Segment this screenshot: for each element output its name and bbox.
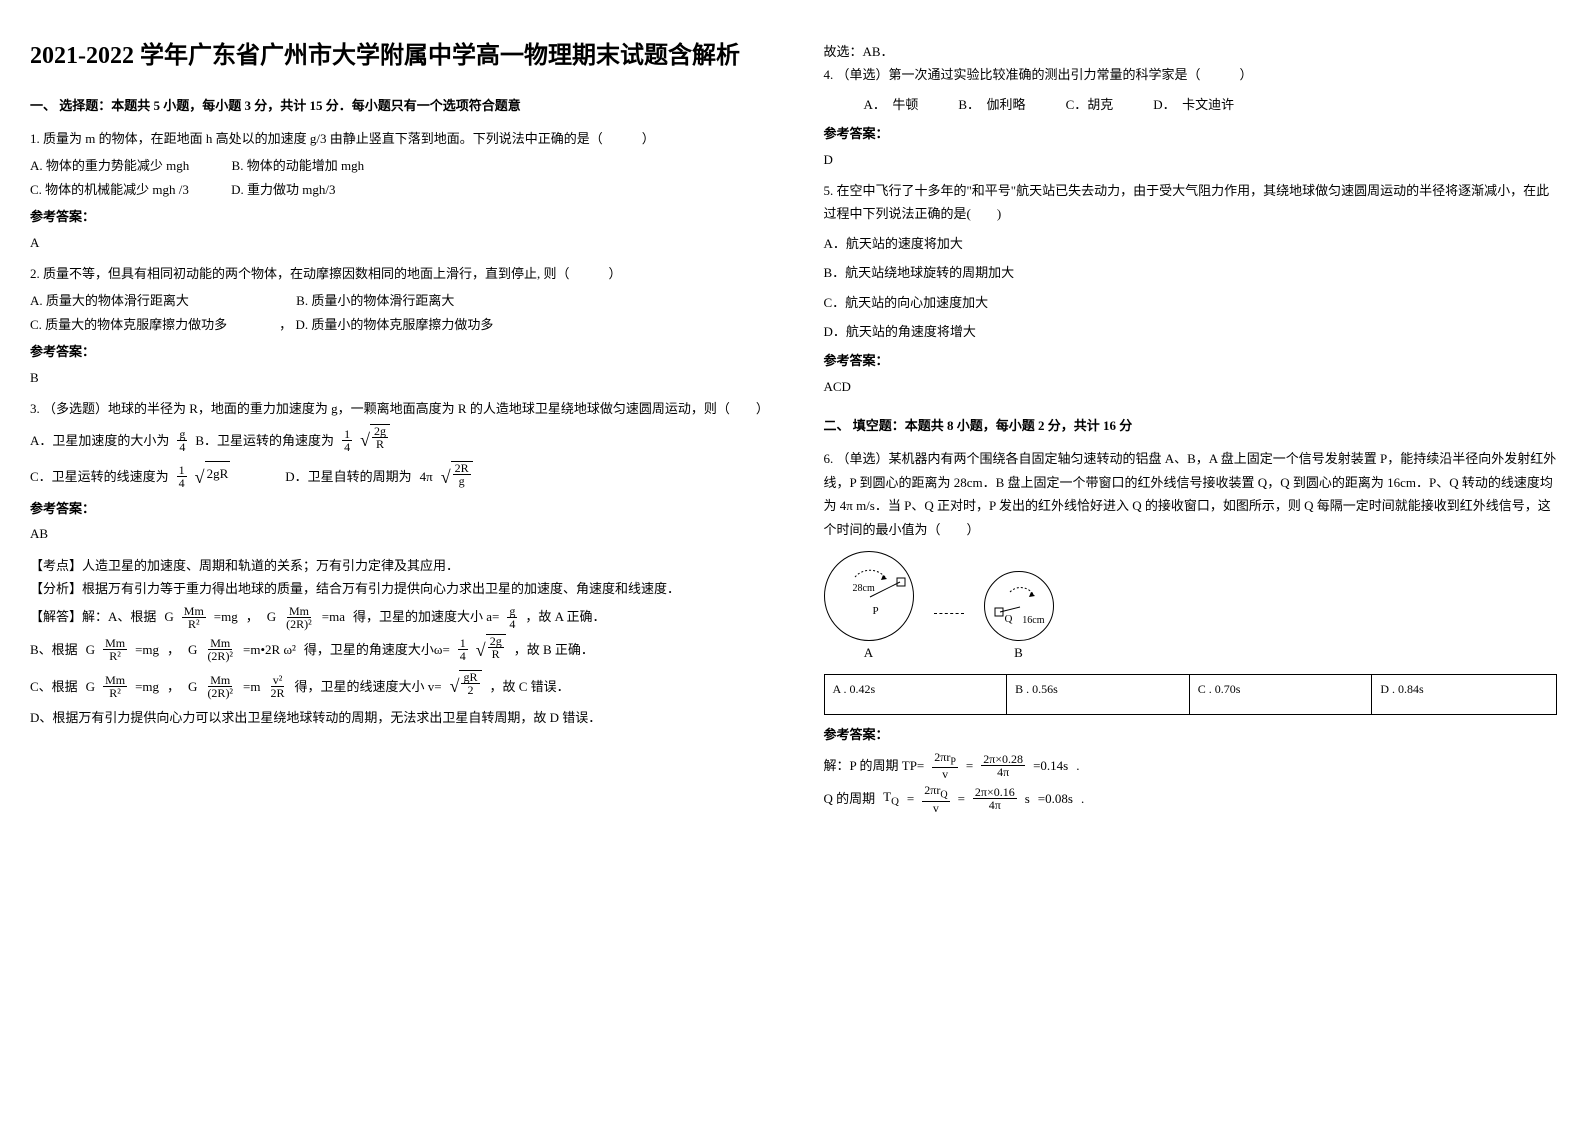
question-4: 4. （单选）第一次通过实验比较准确的测出引力常量的科学家是（ ） A． 牛顿 … (824, 63, 1558, 171)
q1-answer: A (30, 231, 764, 254)
q1-optB: B. 物体的动能增加 mgh (232, 158, 365, 173)
q5-optB: B．航天站绕地球旋转的周期加大 (824, 261, 1558, 284)
continuation-text: 故选：AB． (824, 40, 1558, 63)
q3-optD-pre: D．卫星自转的周期为 (285, 465, 411, 488)
q1-optA: A. 物体的重力势能减少 mgh (30, 158, 189, 173)
q3-solve-b: B、根据 G Mm R² =mg ， G Mm (2R)² =m•2R ω² 得… (30, 634, 764, 666)
q4-optB: B． 伽利略 (958, 93, 1025, 116)
left-column: 2021-2022 学年广东省广州市大学附属中学高一物理期末试题含解析 一、 选… (30, 40, 764, 822)
q4-answer-label: 参考答案： (824, 122, 1558, 145)
q3-line-ab: A．卫星加速度的大小为 g 4 B．卫星运转的角速度为 1 4 √ 2g R (30, 424, 764, 456)
q3-answer: AB (30, 522, 764, 545)
q3-solveA-pre: 【解答】解：A、根据 (30, 605, 156, 628)
q6-options-table: A . 0.42s B . 0.56s C . 0.70s D . 0. (824, 674, 1558, 715)
q3-text: 3. （多选题）地球的半径为 R，地面的重力加速度为 g，一颗离地面高度为 R … (30, 397, 764, 420)
q3-line-cd: C．卫星运转的线速度为 1 4 √ 2gR D．卫星自转的周期为 4π √ 2R… (30, 461, 764, 493)
q6-cell-b: B . 0.56s (1007, 675, 1190, 715)
circle-a: 28cm P (824, 551, 914, 641)
q5-answer: ACD (824, 375, 1558, 398)
q2-optD: D. 质量小的物体克服摩擦力做功多 (295, 317, 493, 332)
q2-answer: B (30, 366, 764, 389)
q2-answer-label: 参考答案： (30, 340, 764, 363)
question-2: 2. 质量不等，但具有相同初动能的两个物体，在动摩擦因数相同的地面上滑行，直到停… (30, 262, 764, 389)
q6-cell-a: A . 0.42s (824, 675, 1007, 715)
right-column: 故选：AB． 4. （单选）第一次通过实验比较准确的测出引力常量的科学家是（ ）… (824, 40, 1558, 822)
q3-sqrt-2gR-c: √ 2gR (195, 461, 231, 493)
q1-text: 1. 质量为 m 的物体，在距地面 h 高处以的加速度 g/3 由静止竖直下落到… (30, 127, 764, 150)
q6-solve-q: Q 的周期 TQ = 2πrQ v = 2π×0.16 4π s =0.08s … (824, 784, 1558, 813)
q3-solve-d: D、根据万有引力提供向心力可以求出卫星绕地球转动的周期，无法求出卫星自转周期，故… (30, 706, 764, 729)
q4-answer: D (824, 148, 1558, 171)
q5-text: 5. 在空中飞行了十多年的"和平号"航天站已失去动力，由于受大气阻力作用，其绕地… (824, 179, 1558, 226)
q2-optB: B. 质量小的物体滑行距离大 (296, 293, 454, 308)
q5-optA: A．航天站的速度将加大 (824, 232, 1558, 255)
q2-options: A. 质量大的物体滑行距离大 B. 质量小的物体滑行距离大 C. 质量大的物体克… (30, 289, 764, 336)
q3-analysis-title: 【考点】人造卫星的加速度、周期和轨道的关系；万有引力定律及其应用． (30, 554, 764, 577)
q6-cell-c: C . 0.70s (1189, 675, 1372, 715)
label-a: A (824, 641, 914, 664)
q1-answer-label: 参考答案： (30, 205, 764, 228)
q4-optA: A． 牛顿 (864, 93, 919, 116)
q4-optD: D． 卡文迪许 (1153, 93, 1234, 116)
q4-options: A． 牛顿 B． 伽利略 C．胡克 D． 卡文迪许 (864, 93, 1558, 116)
q3-frac-14: 1 4 (342, 428, 352, 453)
q3-frac-g4: g 4 (177, 428, 187, 453)
document-title: 2021-2022 学年广东省广州市大学附属中学高一物理期末试题含解析 (30, 40, 764, 74)
label-b: B (984, 641, 1054, 664)
q6-answer-label: 参考答案： (824, 723, 1558, 746)
q3-sqrt-2gR: √ 2g R (360, 424, 390, 456)
q3-optC-pre: C．卫星运转的线速度为 (30, 465, 169, 488)
q6-cell-d: D . 0.84s (1372, 675, 1557, 715)
q4-optC: C．胡克 (1066, 93, 1114, 116)
q3-analysis-text: 【分析】根据万有引力等于重力得出地球的质量，结合万有引力提供向心力求出卫星的加速… (30, 577, 764, 600)
q3-solve-a: 【解答】解：A、根据 G Mm R² =mg ， G Mm (2R)² =ma … (30, 605, 764, 630)
section-2-header: 二、 填空题：本题共 8 小题，每小题 2 分，共计 16 分 (824, 414, 1558, 437)
q6-solve-p: 解：P 的周期 TP= 2πrP v = 2π×0.28 4π =0.14s . (824, 751, 1558, 780)
section-1-header: 一、 选择题：本题共 5 小题，每小题 3 分，共计 15 分．每小题只有一个选… (30, 94, 764, 117)
question-5: 5. 在空中飞行了十多年的"和平号"航天站已失去动力，由于受大气阻力作用，其绕地… (824, 179, 1558, 398)
q6-diagram: 28cm P A 16cm Q B (824, 551, 1558, 664)
q5-answer-label: 参考答案： (824, 349, 1558, 372)
q3-frac-14c: 1 4 (177, 464, 187, 489)
circle-b: 16cm Q (984, 571, 1054, 641)
q1-optD: D. 重力做功 mgh/3 (231, 182, 335, 197)
q3-answer-label: 参考答案： (30, 497, 764, 520)
question-3: 3. （多选题）地球的半径为 R，地面的重力加速度为 g，一颗离地面高度为 R … (30, 397, 764, 730)
q3-sqrt-2Rg: √ 2R g (441, 461, 473, 493)
q3-optB-pre: B．卫星运转的角速度为 (195, 429, 334, 452)
q5-optD: D．航天站的角速度将增大 (824, 320, 1558, 343)
q6-text: 6. （单选）某机器内有两个围绕各自固定轴匀速转动的铝盘 A、B，A 盘上固定一… (824, 447, 1558, 541)
q3-solve-c: C、根据 G Mm R² =mg ， G Mm (2R)² =m v² 2R 得… (30, 670, 764, 702)
q1-options: A. 物体的重力势能减少 mgh B. 物体的动能增加 mgh C. 物体的机械… (30, 154, 764, 201)
q5-optC: C．航天站的向心加速度加大 (824, 291, 1558, 314)
question-1: 1. 质量为 m 的物体，在距地面 h 高处以的加速度 g/3 由静止竖直下落到… (30, 127, 764, 254)
q2-optA: A. 质量大的物体滑行距离大 (30, 293, 189, 308)
q1-optC: C. 物体的机械能减少 mgh /3 (30, 182, 189, 197)
question-6: 6. （单选）某机器内有两个围绕各自固定轴匀速转动的铝盘 A、B，A 盘上固定一… (824, 447, 1558, 813)
q4-text: 4. （单选）第一次通过实验比较准确的测出引力常量的科学家是（ ） (824, 63, 1558, 86)
q2-optC: C. 质量大的物体克服摩擦力做功多 (30, 317, 227, 332)
q2-text: 2. 质量不等，但具有相同初动能的两个物体，在动摩擦因数相同的地面上滑行，直到停… (30, 262, 764, 285)
q3-optA-pre: A．卫星加速度的大小为 (30, 429, 169, 452)
